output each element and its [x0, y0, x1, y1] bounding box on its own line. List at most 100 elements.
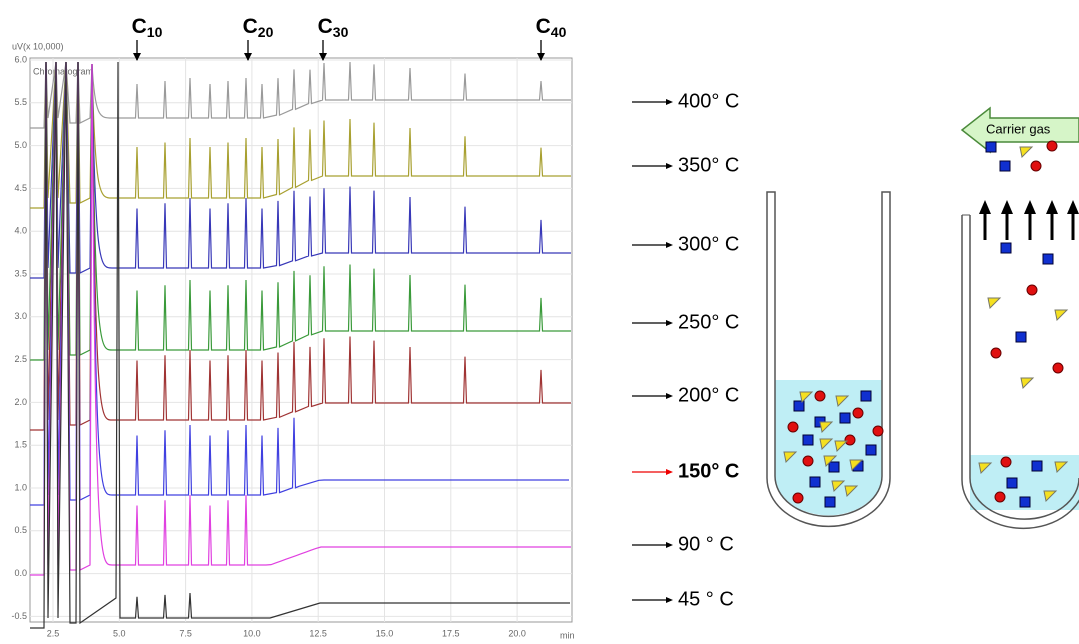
temperature-label: 300° C	[678, 233, 739, 255]
x-tick-label: 10.0	[243, 628, 261, 638]
molecule-square	[793, 400, 805, 412]
y-tick-label: 2.5	[14, 354, 27, 364]
y-tick-label: 0.0	[14, 568, 27, 578]
molecule-triangle	[987, 297, 1002, 310]
molecule-circle	[1052, 362, 1064, 374]
peak-subscript: 40	[551, 24, 567, 40]
molecule-triangle	[1043, 490, 1058, 503]
temp-arrowhead	[666, 320, 673, 326]
y-tick-label: 3.0	[14, 311, 27, 321]
y-tick-label: 4.0	[14, 226, 27, 236]
x-unit: min	[560, 630, 575, 640]
x-tick-label: 17.5	[442, 628, 460, 638]
temperature-label: 90 ° C	[678, 533, 734, 555]
peak-arrowhead	[244, 53, 252, 61]
vapor-arrowhead	[979, 200, 991, 214]
trace	[30, 61, 570, 629]
molecule-square	[860, 390, 872, 402]
peak-letter: C	[132, 15, 147, 38]
molecule-triangle	[831, 480, 846, 493]
temp-arrowhead	[666, 242, 673, 248]
vapor-arrowhead	[1046, 200, 1058, 214]
molecule-triangle	[1054, 309, 1069, 322]
molecule-circle	[1026, 284, 1038, 296]
trace	[30, 61, 569, 506]
molecule-circle	[1046, 140, 1058, 152]
temperature-label: 350° C	[678, 154, 739, 176]
molecule-triangle	[835, 395, 850, 408]
y-tick-label: -0.5	[11, 611, 27, 621]
peak-subscript: 10	[147, 24, 163, 40]
molecule-square	[839, 412, 851, 424]
molecule-circle	[990, 347, 1002, 359]
molecule-triangle	[799, 391, 814, 404]
molecule-triangle	[783, 451, 798, 464]
peak-letter: C	[243, 15, 258, 38]
temp-arrowhead	[666, 393, 673, 399]
carrier-label: Carrier gas	[986, 121, 1051, 136]
y-tick-label: 6.0	[14, 54, 27, 64]
y-tick-label: 5.0	[14, 140, 27, 150]
temp-arrowhead	[666, 163, 673, 169]
x-tick-label: 20.0	[508, 628, 526, 638]
peak-label: C10	[132, 15, 163, 40]
molecule-square	[865, 444, 877, 456]
molecule-circle	[852, 407, 864, 419]
peak-label: C30	[318, 15, 349, 40]
molecule-triangle	[819, 421, 834, 434]
temp-arrowhead	[666, 469, 673, 475]
y-axis-label: uV(x 10,000)	[12, 41, 64, 51]
peak-label: C40	[536, 15, 567, 40]
molecule-circle	[1030, 160, 1042, 172]
y-tick-label: 1.5	[14, 440, 27, 450]
trace	[30, 61, 571, 576]
peak-arrowhead	[537, 53, 545, 61]
molecule-triangle	[1020, 377, 1035, 390]
vapor-arrowhead	[1001, 200, 1013, 214]
y-tick-label: 0.5	[14, 525, 27, 535]
molecule-triangle	[978, 462, 993, 475]
molecule-square	[999, 160, 1011, 172]
molecule-square	[828, 461, 840, 473]
temperature-label: 250° C	[678, 311, 739, 333]
temp-arrowhead	[666, 99, 673, 105]
x-tick-label: 2.5	[47, 628, 60, 638]
molecule-triangle	[819, 438, 834, 451]
molecule-circle	[872, 425, 884, 437]
tube-liquid	[766, 191, 891, 528]
molecule-square	[985, 141, 997, 153]
molecule-square	[824, 496, 836, 508]
temp-arrowhead	[666, 597, 673, 603]
x-tick-label: 12.5	[309, 628, 327, 638]
peak-label: C20	[243, 15, 274, 40]
molecule-square	[1015, 331, 1027, 343]
molecule-circle	[792, 492, 804, 504]
molecule-circle	[844, 434, 856, 446]
molecule-triangle	[1019, 146, 1034, 159]
particles	[783, 140, 1069, 508]
y-tick-label: 4.5	[14, 183, 27, 193]
molecule-square	[1019, 496, 1031, 508]
y-tick-label: 2.0	[14, 397, 27, 407]
molecule-square	[802, 434, 814, 446]
vapor-arrows	[979, 200, 1079, 240]
plot-frame	[29, 57, 573, 623]
vapor-arrowhead	[1067, 200, 1079, 214]
chromatogram-name: Chromatogram	[33, 66, 93, 76]
molecule-triangle	[844, 485, 859, 498]
temperature-label: 150° C	[678, 460, 739, 482]
molecule-triangle	[849, 459, 864, 472]
y-tick-label: 3.5	[14, 268, 27, 278]
molecule-square	[1006, 477, 1018, 489]
peak-subscript: 20	[258, 24, 274, 40]
temperature-label: 400° C	[678, 90, 739, 112]
y-tick-label: 5.5	[14, 97, 27, 107]
peak-arrowhead	[133, 53, 141, 61]
molecule-circle	[994, 491, 1006, 503]
temperature-label: 200° C	[678, 384, 739, 406]
peak-subscript: 30	[333, 24, 349, 40]
molecule-circle	[1000, 456, 1012, 468]
molecule-circle	[814, 390, 826, 402]
